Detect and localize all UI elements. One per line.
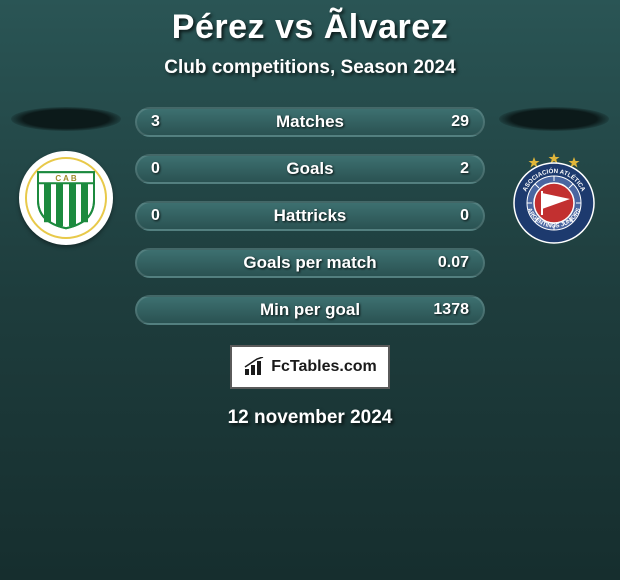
stat-left-value: 0	[151, 207, 185, 225]
stat-right-value: 1378	[433, 301, 469, 319]
main-row: C A B 3 Matches 29 0 Goals 2 0 Hattricks…	[0, 107, 620, 325]
stat-label: Goals per match	[243, 253, 376, 273]
brand-text: FcTables.com	[271, 358, 377, 376]
footer-date: 12 november 2024	[0, 407, 620, 429]
stat-left-value: 3	[151, 113, 185, 131]
stats-column: 3 Matches 29 0 Goals 2 0 Hattricks 0 Goa…	[135, 107, 485, 325]
stat-right-value: 0	[435, 207, 469, 225]
stat-label: Hattricks	[274, 206, 347, 226]
stat-right-value: 2	[435, 160, 469, 178]
stat-label: Goals	[286, 159, 333, 179]
stat-row-goals-per-match: Goals per match 0.07	[135, 248, 485, 278]
stat-row-goals: 0 Goals 2	[135, 154, 485, 184]
stat-row-matches: 3 Matches 29	[135, 107, 485, 137]
page-subtitle: Club competitions, Season 2024	[0, 57, 620, 79]
club-crest-icon: ASOCIACIÓN ATLÉTICA ARGENTINOS JUNIORS	[507, 151, 601, 245]
stat-row-min-per-goal: Min per goal 1378	[135, 295, 485, 325]
page-title: Pérez vs Ãlvarez	[0, 8, 620, 47]
right-player-column: ASOCIACIÓN ATLÉTICA ARGENTINOS JUNIORS	[499, 107, 609, 245]
brand-box: FcTables.com	[230, 345, 390, 389]
stat-right-value: 0.07	[435, 254, 469, 272]
stat-row-hattricks: 0 Hattricks 0	[135, 201, 485, 231]
stat-right-value: 29	[435, 113, 469, 131]
stat-left-value: 0	[151, 160, 185, 178]
team-badge-right: ASOCIACIÓN ATLÉTICA ARGENTINOS JUNIORS	[507, 151, 601, 245]
left-player-column: C A B	[11, 107, 121, 245]
bar-chart-icon	[243, 357, 267, 377]
team-badge-left: C A B	[19, 151, 113, 245]
shield-icon: C A B	[34, 168, 98, 230]
stat-label: Matches	[276, 112, 344, 132]
stat-label: Min per goal	[260, 300, 360, 320]
content-wrapper: Pérez vs Ãlvarez Club competitions, Seas…	[0, 0, 620, 580]
player-shadow-left	[11, 107, 121, 131]
player-shadow-right	[499, 107, 609, 131]
svg-text:C A B: C A B	[55, 174, 76, 183]
